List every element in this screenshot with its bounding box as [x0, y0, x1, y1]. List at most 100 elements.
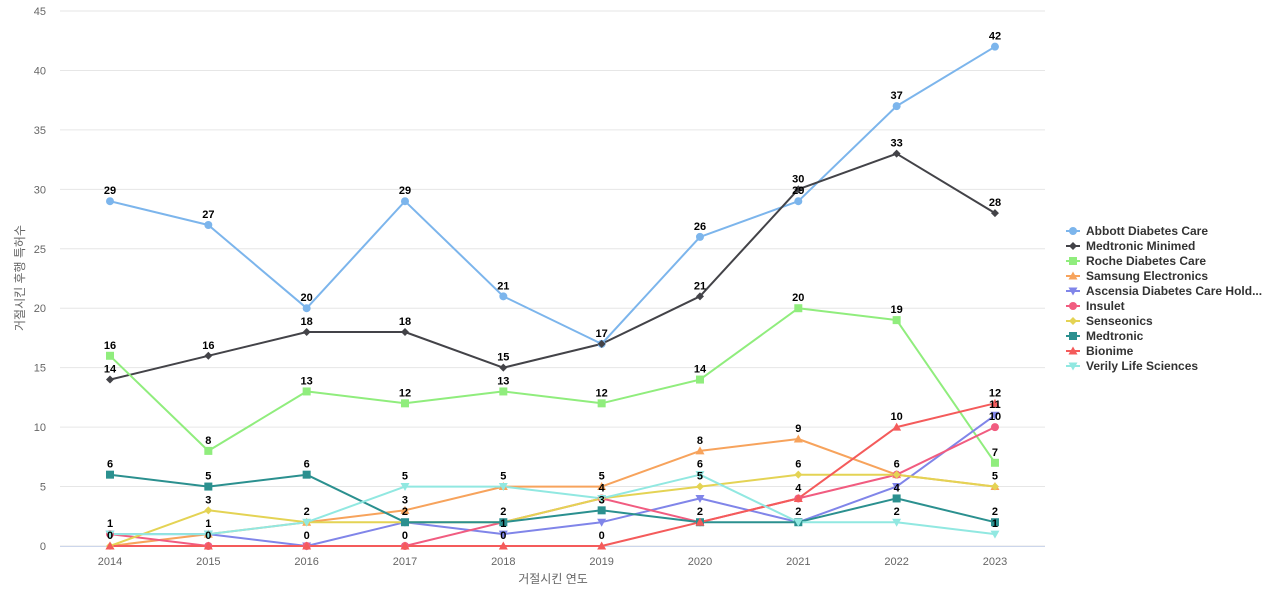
legend-label: Bionime: [1086, 344, 1134, 358]
data-label: 4: [599, 482, 606, 494]
data-point-medtronic-minimed: [204, 351, 213, 360]
series-markers: [105, 42, 1000, 551]
x-tick-label: 2020: [688, 556, 712, 568]
data-point-bionime: [302, 541, 312, 550]
x-axis-title: 거절시킨 연도: [518, 572, 588, 586]
data-point-medtronic: [597, 506, 606, 515]
data-label: 28: [989, 197, 1001, 209]
series-line-bionime: [109, 402, 996, 547]
data-point-verily-life-sciences: [990, 530, 1000, 539]
data-label: 1: [992, 518, 998, 530]
data-point-abbott-diabetes-care: [892, 102, 901, 111]
y-tick-label: 15: [34, 363, 46, 375]
data-label: 12: [989, 387, 1001, 399]
legend-label: Medtronic Minimed: [1086, 239, 1195, 253]
data-label: 11: [989, 399, 1001, 411]
data-label: 0: [205, 530, 211, 542]
data-point-abbott-diabetes-care: [695, 232, 704, 241]
data-point-medtronic-minimed: [695, 292, 704, 301]
legend-marker: [1069, 302, 1077, 310]
data-label: 26: [694, 221, 706, 233]
series-line-medtronic: [109, 473, 996, 524]
legend-item-insulet[interactable]: Insulet: [1066, 299, 1125, 313]
data-point-medtronic-minimed: [400, 328, 409, 336]
data-point-senseonics: [990, 482, 999, 491]
legend-label: Samsung Electronics: [1086, 269, 1208, 283]
data-point-roche-diabetes-care: [204, 446, 213, 455]
legend-marker: [1068, 287, 1078, 296]
data-point-medtronic-minimed: [597, 339, 606, 348]
data-label: 10: [989, 411, 1001, 423]
legend-item-verily-life-sciences[interactable]: Verily Life Sciences: [1066, 359, 1198, 373]
data-label: 9: [795, 423, 801, 435]
series-line-roche-diabetes-care: [109, 307, 996, 464]
data-label: 0: [402, 530, 408, 542]
legend-label: Medtronic: [1086, 329, 1144, 343]
data-label: 16: [202, 340, 214, 352]
series-line-medtronic-minimed: [109, 152, 996, 381]
y-tick-label: 45: [34, 6, 46, 18]
data-point-medtronic-minimed: [990, 209, 999, 218]
data-point-medtronic-minimed: [499, 363, 508, 372]
data-label: 12: [596, 387, 608, 399]
data-label: 6: [894, 459, 900, 471]
data-point-bionime: [695, 517, 705, 526]
data-point-medtronic-minimed: [106, 375, 114, 384]
x-tick-label: 2014: [98, 556, 122, 568]
data-point-ascensia-diabetes-care-hold: [597, 518, 607, 527]
legend-marker: [1069, 227, 1077, 235]
data-label: 2: [894, 506, 900, 518]
legend-marker: [1069, 317, 1077, 325]
legend-item-ascensia-diabetes-care-hold[interactable]: Ascensia Diabetes Care Hold...: [1066, 284, 1262, 298]
legend-label: Ascensia Diabetes Care Hold...: [1086, 284, 1262, 298]
legend-marker: [1068, 271, 1078, 280]
data-point-medtronic-minimed: [302, 328, 311, 336]
legend-item-bionime[interactable]: Bionime: [1066, 344, 1134, 358]
data-point-medtronic: [204, 482, 213, 491]
x-tick-label: 2018: [491, 556, 515, 568]
data-label: 1: [500, 518, 506, 530]
data-label: 7: [992, 447, 998, 459]
legend-item-roche-diabetes-care[interactable]: Roche Diabetes Care: [1066, 254, 1206, 268]
data-label: 3: [599, 494, 605, 506]
y-tick-label: 20: [34, 303, 46, 315]
data-label: 37: [891, 90, 903, 102]
data-labels: 2916146102781653102018136202918125320211…: [104, 31, 1001, 542]
data-label: 42: [989, 31, 1001, 43]
data-label: 18: [301, 316, 313, 328]
data-point-medtronic: [302, 470, 311, 479]
data-point-samsung-electronics: [597, 482, 607, 491]
data-label: 5: [205, 471, 211, 483]
data-point-senseonics: [204, 506, 213, 515]
data-point-verily-life-sciences: [400, 483, 410, 492]
data-label: 33: [891, 138, 903, 150]
data-point-roche-diabetes-care: [106, 351, 114, 360]
data-point-roche-diabetes-care: [892, 316, 901, 325]
x-tick-label: 2021: [786, 556, 810, 568]
data-point-samsung-electronics: [400, 505, 410, 514]
data-point-roche-diabetes-care: [695, 375, 704, 384]
data-point-samsung-electronics: [793, 434, 803, 443]
series-line-senseonics: [109, 473, 996, 547]
data-label: 21: [497, 280, 509, 292]
data-label: 2: [992, 506, 998, 518]
data-label: 29: [399, 185, 411, 197]
data-point-roche-diabetes-care: [499, 387, 508, 396]
data-point-medtronic: [990, 518, 999, 527]
legend-item-senseonics[interactable]: Senseonics: [1066, 314, 1153, 328]
data-point-bionime: [105, 541, 115, 550]
data-label: 2: [697, 506, 703, 518]
legend-item-medtronic[interactable]: Medtronic: [1066, 329, 1144, 343]
data-label: 15: [497, 352, 509, 364]
data-point-bionime: [498, 541, 508, 550]
data-label: 1: [205, 518, 211, 530]
legend-item-medtronic-minimed[interactable]: Medtronic Minimed: [1066, 239, 1195, 253]
legend-item-samsung-electronics[interactable]: Samsung Electronics: [1066, 269, 1208, 283]
data-point-bionime: [793, 493, 803, 502]
data-label: 5: [402, 471, 408, 483]
data-point-insulet: [990, 423, 999, 432]
data-point-abbott-diabetes-care: [204, 221, 213, 229]
data-label: 5: [500, 471, 506, 483]
legend-item-abbott-diabetes-care[interactable]: Abbott Diabetes Care: [1066, 224, 1208, 238]
